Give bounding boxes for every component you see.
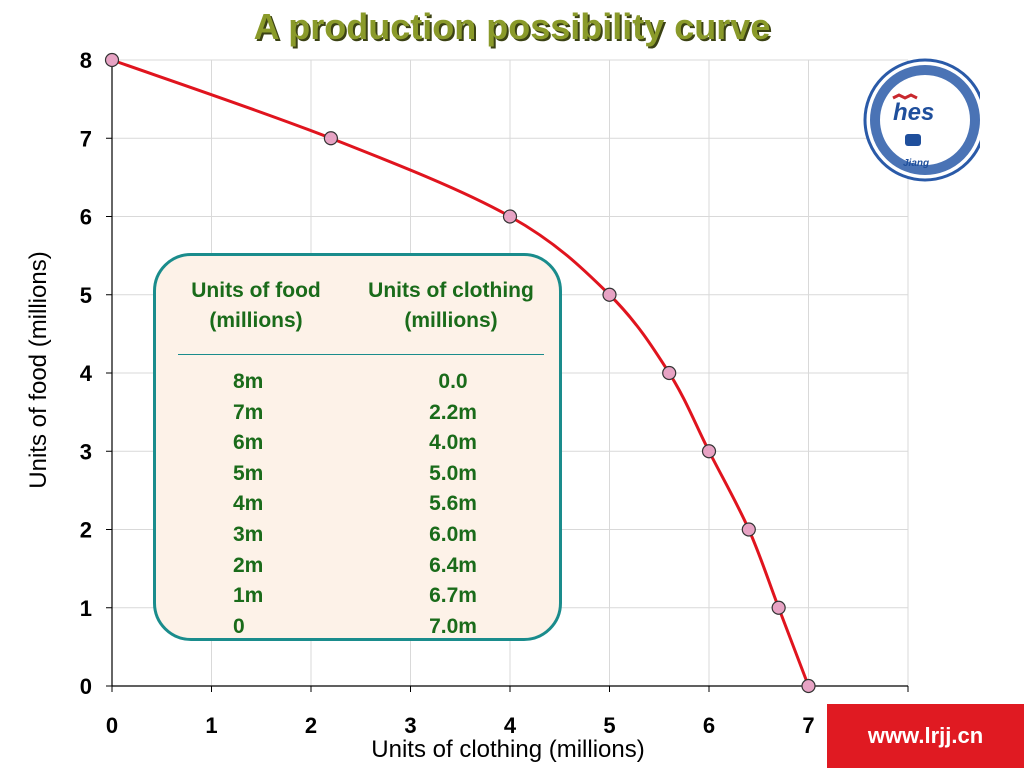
x-tick-label-1: 1 (205, 713, 217, 738)
axes (106, 59, 909, 692)
table-food-cell: 0 (233, 614, 245, 638)
table-food-cell: 1m (233, 584, 264, 608)
data-point-6 (741, 522, 756, 537)
logo-text: hes (893, 99, 934, 126)
y-tick-label-0: 0 (80, 674, 92, 699)
table-food-column: 8m 7m 6m 5m 4m 3m 2m 1m 0 (233, 367, 263, 642)
data-point-2 (502, 209, 518, 224)
table-clothing-cell: 5.0m (429, 461, 477, 485)
table-food-cell: 5m (233, 461, 264, 485)
table-food-cell: 2m (233, 553, 264, 577)
x-axis-label: Units of clothing (millions) (371, 736, 645, 763)
table-food-cell: 7m (233, 400, 264, 424)
table-clothing-cell: 2.2m (429, 400, 477, 424)
table-clothing-cell: 4.0m (429, 431, 477, 455)
table-food-cell: 6m (233, 431, 264, 455)
y-tick-label-8: 8 (80, 48, 92, 73)
college-logo: hes Jiang (855, 48, 980, 193)
table-divider (178, 354, 544, 355)
table-clothing-cell: 6.4m (429, 553, 477, 577)
table-clothing-cell: 5.6m (429, 492, 477, 516)
table-header-clothing-line1: Units of clothing (368, 279, 534, 302)
data-point-1 (323, 131, 338, 146)
x-tick-label-5: 5 (603, 713, 615, 738)
table-header-clothing-line2: (millions) (404, 309, 498, 332)
chart-title: A production possibility curve (253, 6, 771, 47)
table-header-clothing: Units of clothing (millions) (346, 276, 556, 336)
data-point-4 (662, 365, 677, 381)
data-point-3 (602, 287, 617, 302)
logo-subtext: Jiang (903, 158, 929, 169)
y-tick-label-5: 5 (80, 283, 92, 308)
table-header-food-line1: Units of food (191, 279, 321, 302)
data-point-0 (104, 52, 120, 68)
data-point-8 (801, 678, 816, 694)
y-tick-label-7: 7 (80, 126, 92, 151)
data-point-5 (701, 444, 717, 459)
x-tick-label-4: 4 (504, 713, 517, 738)
y-tick-label-6: 6 (80, 205, 92, 230)
table-clothing-cell: 0.0 (438, 370, 468, 393)
x-tick-label-6: 6 (703, 713, 715, 738)
series-layer (104, 52, 816, 694)
url-banner[interactable]: www.lrjj.cn (827, 704, 1024, 768)
tick-labels: 012345678012345678 (80, 48, 914, 738)
table-header-food: Units of food (millions) (166, 276, 346, 336)
table-food-cell: 8m (233, 370, 264, 393)
data-point-7 (771, 600, 786, 615)
table-food-cell: 3m (233, 522, 264, 546)
table-header-food-line2: (millions) (209, 309, 303, 332)
table-clothing-cell: 6.0m (429, 522, 477, 546)
y-tick-label-2: 2 (80, 518, 92, 543)
y-tick-label-3: 3 (80, 439, 92, 464)
data-table-box: Units of food (millions) Units of clothi… (153, 253, 562, 641)
x-tick-label-7: 7 (802, 713, 814, 738)
x-tick-label-2: 2 (305, 713, 317, 738)
y-tick-label-1: 1 (80, 596, 92, 621)
y-axis-label: Units of food (millions) (25, 251, 52, 489)
table-clothing-cell: 7.0m (429, 614, 477, 638)
x-tick-label-0: 0 (106, 713, 118, 738)
table-clothing-column: 0.0 2.2m 4.0m 5.0m 5.6m 6.0m 6.4m 6.7m 7.0m (403, 367, 503, 642)
y-tick-label-4: 4 (80, 361, 93, 386)
table-clothing-cell: 6.7m (429, 584, 477, 608)
table-food-cell: 4m (233, 492, 264, 516)
x-tick-label-3: 3 (404, 713, 416, 738)
